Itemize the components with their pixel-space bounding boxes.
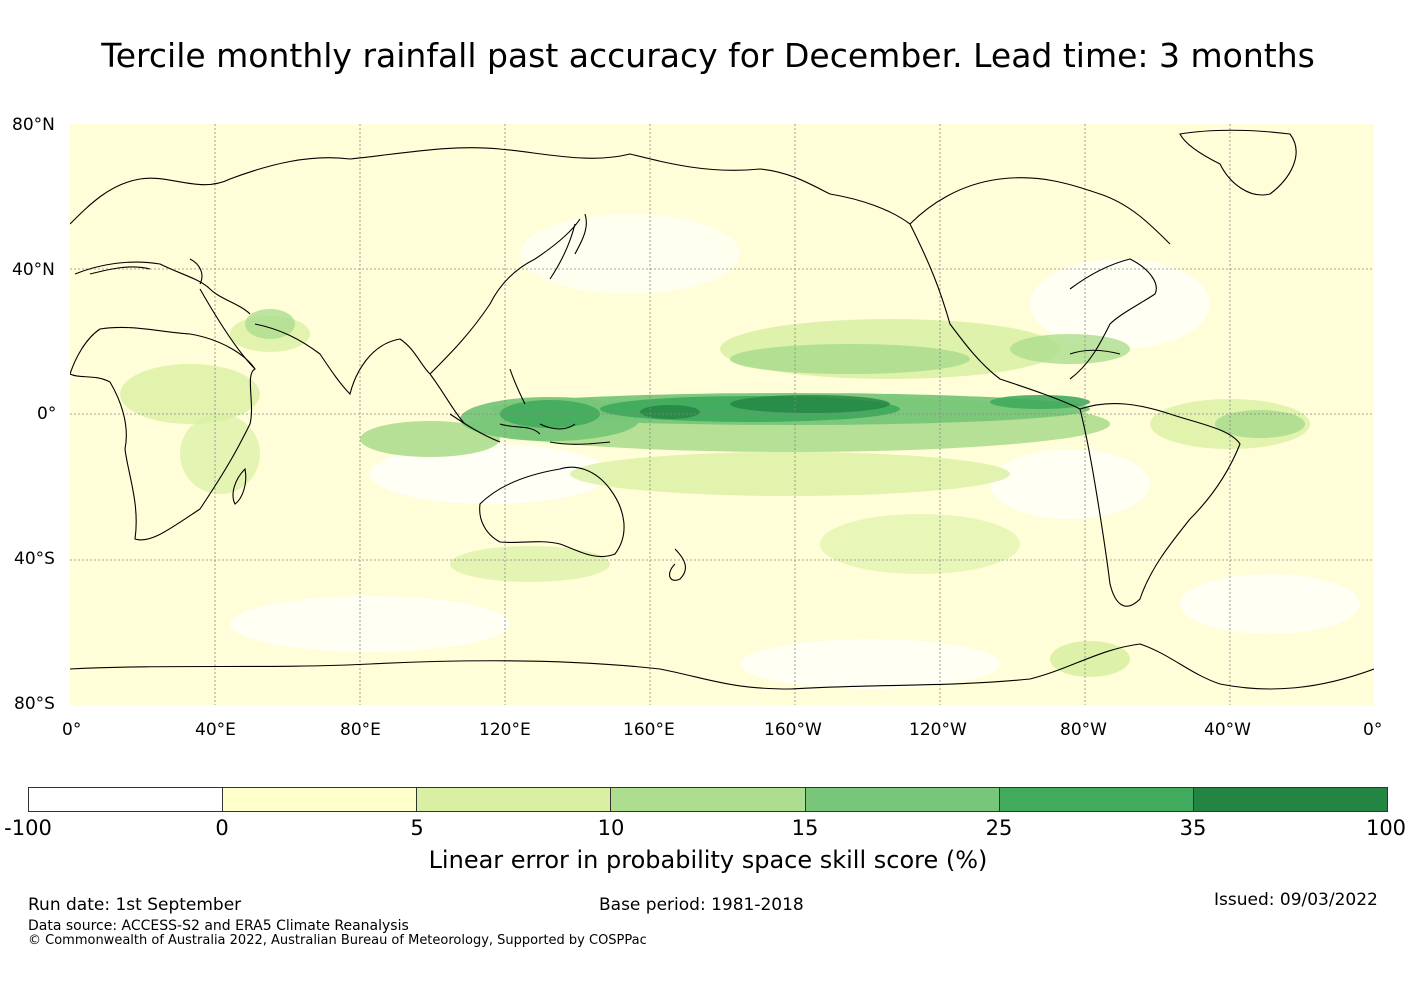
map-gridlines [70,124,1374,705]
run-date: Run date: 1st September [28,895,242,915]
colorbar-label: Linear error in probability space skill … [428,846,988,874]
lon-label-40w: 40°W [1204,720,1251,740]
colorbar-segment-5 [805,788,1000,811]
colorbar-segment-6 [999,788,1194,811]
colorbar-tick-15: 15 [791,816,819,840]
lon-label-160e: 160°E [623,720,675,740]
colorbar-tick-minus100: -100 [4,816,52,840]
colorbar-tick-0: 0 [215,816,229,840]
colorbar-segment-4 [611,788,806,811]
colorbar-tick-35: 35 [1179,816,1207,840]
lat-label-80n: 80°N [12,115,55,135]
lon-label-0-right: 0° [1363,720,1383,740]
lon-label-120w: 120°W [909,720,967,740]
lat-label-0: 0° [37,404,57,424]
issued-date: Issued: 09/03/2022 [1214,890,1378,910]
colorbar-segment-1 [29,788,224,811]
data-source: Data source: ACCESS-S2 and ERA5 Climate … [28,918,409,934]
colorbar-tick-10: 10 [597,816,625,840]
map-svg [70,124,1374,705]
chart-title: Tercile monthly rainfall past accuracy f… [101,36,1315,75]
colorbar [28,787,1388,812]
colorbar-segment-3 [417,788,612,811]
colorbar-segment-7 [1193,788,1387,811]
lon-label-80e: 80°E [340,720,381,740]
lat-label-40s: 40°S [14,549,55,569]
lat-label-40n: 40°N [12,260,55,280]
base-period: Base period: 1981-2018 [599,895,804,915]
lon-label-0: 0° [62,720,82,740]
lon-label-160w: 160°W [764,720,822,740]
colorbar-segment-2 [223,788,418,811]
lon-label-120e: 120°E [479,720,531,740]
lat-label-80s: 80°S [14,694,55,714]
lon-label-40e: 40°E [195,720,236,740]
skill-score-map [70,124,1374,705]
colorbar-tick-25: 25 [985,816,1013,840]
colorbar-tick-100: 100 [1365,816,1407,840]
colorbar-tick-5: 5 [410,816,424,840]
lon-label-80w: 80°W [1060,720,1107,740]
copyright: © Commonwealth of Australia 2022, Austra… [28,933,647,948]
skill-patches [120,214,1360,689]
coastlines [70,129,1374,690]
